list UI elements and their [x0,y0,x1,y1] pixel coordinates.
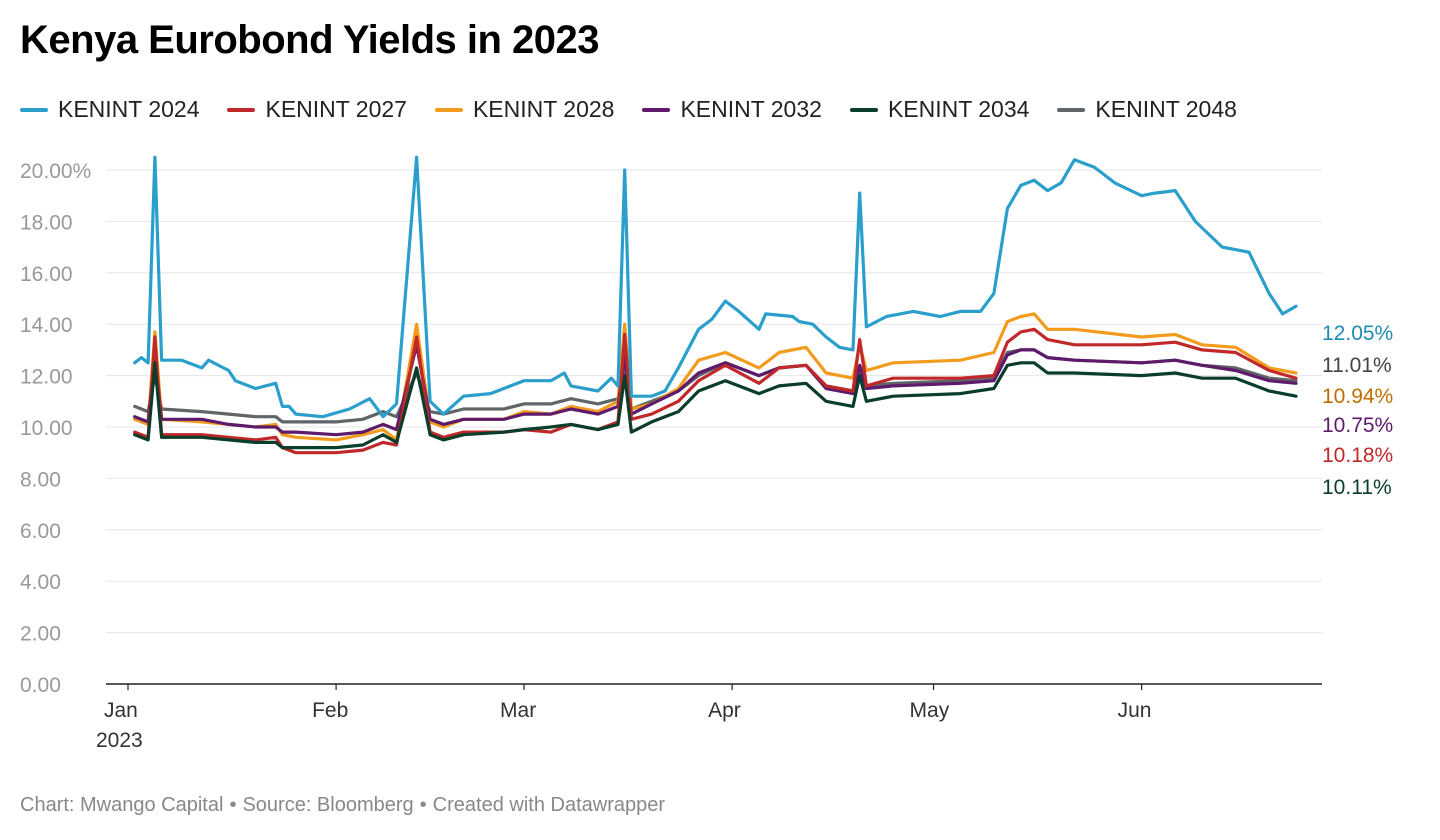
y-tick-label: 2.00 [20,623,61,646]
legend-label-kenint-2024: KENINT 2024 [58,96,200,122]
legend-label-kenint-2032: KENINT 2032 [680,96,822,122]
end-label-kenint-2032: 10.75% [1322,414,1393,437]
legend-swatch-kenint-2034 [849,107,878,112]
y-tick-label: 4.00 [20,571,61,594]
legend-label-kenint-2028: KENINT 2028 [472,96,615,122]
legend-label-kenint-2048: KENINT 2048 [1095,96,1237,122]
footer-separator: • [419,794,427,816]
x-tick-label: Mar [500,699,536,722]
x-axis: Jan 2023 Feb Mar Apr May Jun [96,683,1322,752]
x-tick-sublabel: 2023 [96,729,143,752]
legend-label-kenint-2027: KENINT 2027 [265,96,407,122]
legend-swatch-kenint-2028 [434,107,463,112]
legend-item-kenint-2032: KENINT 2032 [642,96,822,123]
legend-item-kenint-2027: KENINT 2027 [227,96,407,123]
footer-chart-credit: Chart: Mwango Capital [20,794,224,816]
y-tick-label: 6.00 [20,520,61,543]
end-label-kenint-2034: 10.11% [1322,476,1392,499]
legend-item-kenint-2048: KENINT 2048 [1057,96,1237,123]
series-line-kenint-2024 [133,155,1298,419]
y-axis-tick-labels: 0.00 2.00 4.00 6.00 8.00 10.00 12.00 14.00 16.00… [20,160,91,697]
gridlines [106,169,1322,634]
footer-source: Source: Bloomberg [242,794,414,816]
y-tick-label: 0.00 [20,674,61,697]
y-tick-label: 14.00 [20,314,73,337]
y-tick-label: 16.00 [20,263,73,286]
chart-title: Kenya Eurobond Yields in 2023 [20,18,600,62]
legend-item-kenint-2028: KENINT 2028 [434,96,615,123]
footer-created-with: Created with Datawrapper [432,794,666,816]
y-tick-label: 8.00 [20,468,61,491]
chart-footer: Chart: Mwango Capital • Source: Bloomberg •… [20,794,665,817]
x-tick-label: May [910,699,950,722]
end-label-kenint-2027: 10.18% [1322,444,1393,467]
series-lines [133,155,1298,455]
end-label-kenint-2028: 10.94% [1322,385,1393,408]
legend-swatch-kenint-2027 [227,107,256,112]
y-tick-label: 18.00 [20,211,73,234]
legend-swatch-kenint-2032 [642,107,671,112]
x-tick-label: Jun [1118,699,1152,722]
y-tick-label: 12.00 [20,366,73,389]
end-label-kenint-2024: 12.05% [1322,322,1393,345]
end-label-kenint-2048: 11.01% [1322,354,1392,377]
chart-legend: KENINT 2024 KENINT 2027 KENINT 2028 KENI… [20,96,1237,123]
x-tick-label: Apr [708,699,741,722]
legend-item-kenint-2034: KENINT 2034 [849,96,1030,123]
x-tick-label: Jan [104,699,138,722]
end-value-labels: 12.05% 11.01% 10.94% 10.75% 10.18% 10.11% [1322,322,1393,499]
footer-separator: • [229,794,237,816]
line-chart-plot: 0.00 2.00 4.00 6.00 8.00 10.00 12.00 14.00 16.00… [20,155,1393,752]
y-tick-label: 20.00% [20,160,91,183]
legend-item-kenint-2024: KENINT 2024 [20,96,199,123]
x-tick-label: Feb [312,699,348,722]
legend-label-kenint-2034: KENINT 2034 [887,96,1030,122]
y-tick-label: 10.00 [20,417,73,440]
legend-swatch-kenint-2048 [1057,107,1086,112]
series-line-kenint-2034 [133,361,1298,450]
legend-swatch-kenint-2024 [20,107,48,112]
